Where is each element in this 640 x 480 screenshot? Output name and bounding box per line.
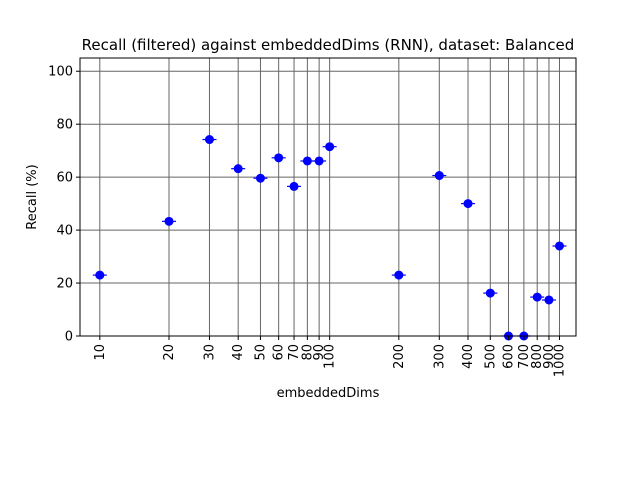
data-point <box>161 216 176 226</box>
point-marker <box>302 156 312 166</box>
data-point <box>312 156 327 166</box>
point-marker <box>314 156 324 166</box>
x-tick-label: 80 <box>300 344 315 361</box>
data-point <box>287 181 302 191</box>
x-tick-label: 700 <box>517 344 532 369</box>
x-tick-label: 300 <box>432 344 447 369</box>
y-tick-label: 0 <box>65 330 73 345</box>
point-marker <box>204 135 214 145</box>
data-point <box>253 173 268 183</box>
x-tick-label: 1000 <box>552 344 567 377</box>
x-tick-label: 50 <box>253 344 268 361</box>
point-marker <box>394 270 404 280</box>
point-marker <box>463 199 473 209</box>
point-marker <box>289 181 299 191</box>
data-point <box>483 288 498 298</box>
point-marker <box>544 295 554 305</box>
x-tick-label: 40 <box>231 344 246 361</box>
x-axis-label: embeddedDims <box>277 386 380 401</box>
y-tick-label: 100 <box>48 65 73 80</box>
x-tick-label: 800 <box>530 344 545 369</box>
x-tick-label: 70 <box>287 344 302 361</box>
point-marker <box>164 216 174 226</box>
point-marker <box>485 288 495 298</box>
x-tick-label: 30 <box>202 344 217 361</box>
data-point <box>271 153 286 163</box>
x-tick-label: 200 <box>392 344 407 369</box>
data-points <box>92 135 567 341</box>
point-marker <box>434 171 444 181</box>
data-point <box>202 135 217 145</box>
y-tick-label: 40 <box>56 224 73 239</box>
data-point <box>391 270 406 280</box>
x-tick-label: 60 <box>272 344 287 361</box>
data-point <box>552 241 567 251</box>
data-point <box>541 295 556 305</box>
data-point <box>432 171 447 181</box>
data-point <box>461 199 476 209</box>
y-tick-label: 80 <box>56 118 73 133</box>
point-marker <box>255 173 265 183</box>
point-marker <box>233 164 243 174</box>
plot-frame <box>79 57 577 337</box>
point-marker <box>95 270 105 280</box>
x-tick-label: 900 <box>542 344 557 369</box>
data-point <box>92 270 107 280</box>
point-marker <box>554 241 564 251</box>
y-tick-label: 20 <box>56 277 73 292</box>
y-tick-label: 60 <box>56 171 73 186</box>
point-marker <box>325 142 335 152</box>
data-point <box>231 164 246 174</box>
point-marker <box>274 153 284 163</box>
x-tick-label: 600 <box>501 344 516 369</box>
x-tick-label: 100 <box>323 344 338 369</box>
x-tick-label: 10 <box>93 344 108 361</box>
x-tick-label: 400 <box>461 344 476 369</box>
x-tick-label: 20 <box>162 344 177 361</box>
point-marker <box>532 292 542 302</box>
y-axis-label: Recall (%) <box>25 164 40 229</box>
data-point <box>530 292 545 302</box>
data-point <box>300 156 315 166</box>
x-tick-label: 500 <box>483 344 498 369</box>
chart-title: Recall (filtered) against embeddedDims (… <box>82 36 575 54</box>
x-tick-label: 90 <box>312 344 327 361</box>
data-point <box>322 142 337 152</box>
